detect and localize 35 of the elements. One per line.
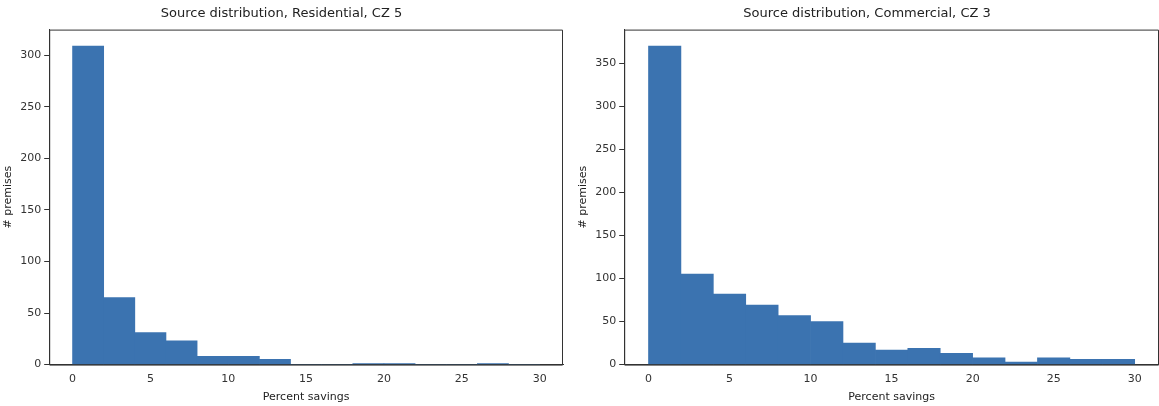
x-tick-label: 0 [645,372,652,386]
x-tick-label: 10 [803,372,818,386]
x-tick-label: 10 [221,372,236,386]
x-axis-title: Percent savings [262,390,350,404]
x-tick-label: 20 [376,372,391,386]
y-tick-label: 350 [595,56,617,70]
y-tick-label: 150 [20,202,42,216]
x-tick-label: 20 [965,372,980,386]
y-axis-title: # premises [1,165,15,229]
y-tick-label: 300 [20,48,42,62]
x-tick-label: 30 [532,372,547,386]
x-tick-label: 25 [1046,372,1061,386]
y-tick-label: 50 [602,314,617,328]
x-tick-label: 15 [884,372,899,386]
y-tick-label: 100 [20,254,42,268]
x-tick-label: 25 [454,372,469,386]
chart-title: Source distribution, Residential, CZ 5 [160,5,403,21]
y-tick-label: 250 [20,99,42,113]
y-tick-label: 250 [595,142,617,156]
x-axis-title: Percent savings [848,390,936,404]
y-tick-label: 0 [609,357,617,371]
x-tick-label: 30 [1127,372,1142,386]
chart-title: Source distribution, Commercial, CZ 3 [743,5,991,21]
y-tick-label: 150 [595,228,617,242]
y-tick-label: 300 [595,99,617,113]
x-tick-label: 5 [146,372,154,386]
x-tick-label: 15 [299,372,314,386]
x-tick-label: 5 [726,372,734,386]
x-tick-label: 0 [69,372,77,386]
y-tick-label: 200 [595,185,617,199]
y-tick-label: 50 [27,305,42,319]
y-tick-label: 0 [34,357,42,371]
y-tick-label: 200 [20,151,42,165]
y-axis-title: # premises [576,165,590,229]
y-tick-label: 100 [595,271,617,285]
